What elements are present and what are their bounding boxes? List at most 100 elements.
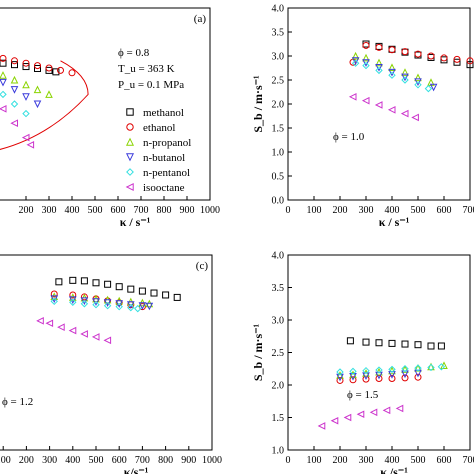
data-point-n-propanol <box>388 63 396 72</box>
data-point-ethanol <box>375 43 383 51</box>
data-point-n-butanol <box>92 298 100 306</box>
y-tick-label: 1.5 <box>272 124 285 135</box>
data-point-n-propanol <box>33 85 42 94</box>
x-tick-label: 1000 <box>200 205 220 216</box>
data-point-ethanol <box>57 66 64 74</box>
data-point-n-pentanol <box>10 100 19 108</box>
annotation: ϕ = 1.2 <box>2 396 33 408</box>
data-point-n-butanol <box>362 372 370 381</box>
data-point-methanol <box>437 342 445 350</box>
data-point-ethanol <box>69 291 77 299</box>
data-point-ethanol <box>401 374 409 382</box>
data-point-n-pentanol <box>424 84 433 93</box>
data-point-ethanol <box>362 41 370 49</box>
annotation: T_u = 363 K <box>118 63 175 75</box>
x-tick-label: 100 <box>0 455 11 466</box>
data-point-n-butanol <box>336 373 344 382</box>
data-point-n-propanol <box>414 73 422 82</box>
y-tick-label: 1.5 <box>272 413 285 424</box>
data-point-methanol <box>427 342 435 350</box>
data-point-n-butanol <box>375 371 383 380</box>
data-point-isooctane <box>21 133 30 142</box>
data-point-ethanol <box>388 46 396 54</box>
data-point-methanol <box>22 63 30 71</box>
data-point-n-propanol <box>145 299 154 308</box>
x-tick-label: 600 <box>112 455 127 466</box>
data-point-isooctane <box>387 105 396 114</box>
legend-entry-n-propanol: n-propanol <box>143 137 191 149</box>
data-point-isooctane <box>36 317 44 325</box>
plot-frame <box>287 254 471 451</box>
x-tick-label: 500 <box>411 455 426 466</box>
data-point-isooctane <box>103 336 112 345</box>
data-point-methanol <box>162 291 170 299</box>
x-axis-label: κ /s⁻¹ <box>380 465 408 474</box>
y-tick-label: 3.0 <box>272 52 285 63</box>
data-point-n-pentanol <box>115 302 123 311</box>
data-point-isooctane <box>361 96 370 105</box>
data-point-ethanol <box>336 376 344 384</box>
data-point-ethanol <box>388 375 396 382</box>
panel-3: 01002003004005006007008009001000κ/s⁻¹(c)… <box>0 254 222 474</box>
data-point-n-pentanol <box>414 364 422 372</box>
data-point-isooctane <box>80 330 88 338</box>
data-point-n-butanol <box>80 297 89 305</box>
data-point-ethanol <box>0 54 7 62</box>
x-tick-label: 100 <box>307 455 322 466</box>
data-point-isooctane <box>400 109 409 118</box>
data-point-ethanol <box>22 59 30 67</box>
data-point-methanol <box>127 285 135 293</box>
panel-label: (c) <box>196 260 209 272</box>
data-point-isooctane <box>348 92 357 101</box>
data-point-methanol <box>173 293 181 301</box>
x-tick-label: 500 <box>89 455 104 466</box>
data-point-n-pentanol <box>50 297 58 306</box>
data-point-ethanol <box>68 69 76 77</box>
data-point-methanol <box>92 279 100 287</box>
data-point-methanol <box>388 339 396 347</box>
data-point-methanol <box>45 66 53 74</box>
data-point-n-butanol <box>429 83 438 92</box>
x-tick-label: 1000 <box>202 455 222 466</box>
data-point-ethanol <box>453 55 461 63</box>
data-point-ethanol <box>401 48 409 56</box>
x-tick-label: 600 <box>437 205 452 216</box>
data-point-n-pentanol <box>362 61 370 70</box>
x-axis-label: κ/s⁻¹ <box>124 465 149 474</box>
legend-entry-n-pentanol: n-pentanol <box>143 167 190 179</box>
data-point-n-propanol <box>362 53 370 62</box>
legend-entry-n-butanol: n-butanol <box>143 152 185 164</box>
x-tick-label: 600 <box>437 455 452 466</box>
x-tick-label: 0 <box>286 205 291 216</box>
data-point-isooctane <box>395 404 404 413</box>
data-point-n-butanol <box>375 64 383 72</box>
data-point-ethanol <box>440 54 448 62</box>
y-tick-label: 4.0 <box>272 4 285 15</box>
data-point-isooctane <box>45 319 54 328</box>
plot-frame <box>0 254 213 451</box>
data-point-n-propanol <box>349 370 357 379</box>
data-point-n-butanol <box>115 300 124 308</box>
data-point-n-butanol <box>33 100 42 109</box>
data-point-isooctane <box>382 406 391 415</box>
x-tick-label: 700 <box>134 205 149 216</box>
data-point-methanol <box>34 64 41 72</box>
data-point-n-pentanol <box>388 365 396 374</box>
y-tick-label: 0.0 <box>272 196 285 207</box>
data-point-isooctane <box>317 422 326 430</box>
data-point-n-propanol <box>351 51 360 60</box>
data-point-n-pentanol <box>427 363 435 372</box>
panel-4: 0 100 200 300 400 500 600 700 1.0 1.5 2.0 2.5 3.0 3.5… <box>251 251 474 474</box>
x-tick-label: 400 <box>65 205 80 216</box>
x-tick-label: 400 <box>385 455 400 466</box>
data-point-methanol <box>150 289 158 297</box>
data-point-isooctane <box>10 119 18 128</box>
data-point-ethanol <box>349 376 357 384</box>
y-tick-label: 4.0 <box>272 251 285 262</box>
data-point-isooctane <box>369 408 378 417</box>
data-point-n-butanol <box>126 301 135 309</box>
data-point-n-propanol <box>336 371 344 379</box>
data-point-isooctane <box>343 413 352 422</box>
x-tick-label: 0 <box>286 455 291 466</box>
